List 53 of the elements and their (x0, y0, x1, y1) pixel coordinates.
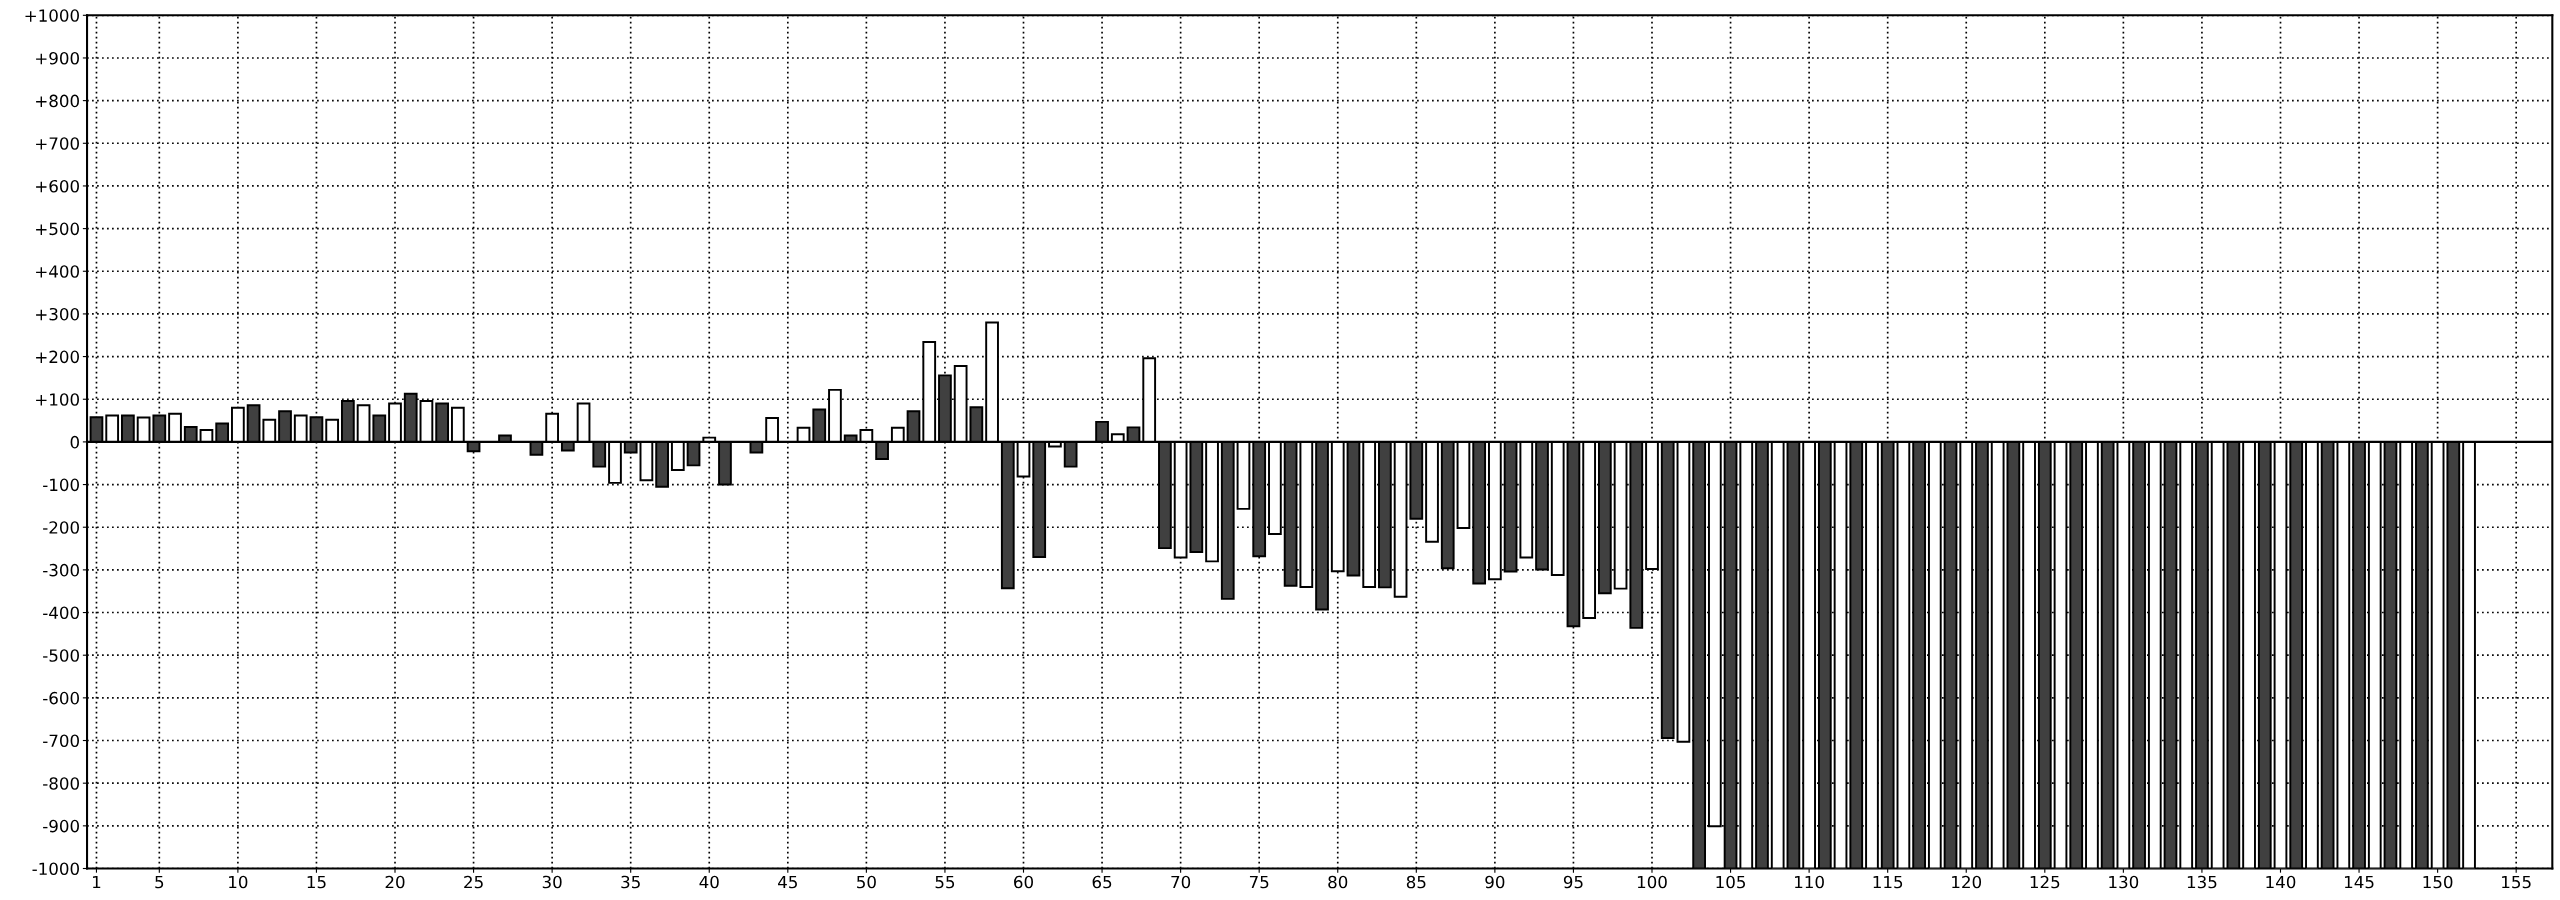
x-tick-label: 45 (778, 875, 797, 889)
y-tick-label: +300 (36, 307, 79, 321)
x-tick-label: 55 (935, 875, 955, 889)
y-tick-label: +500 (36, 222, 79, 236)
x-tick-label: 75 (1249, 875, 1269, 889)
x-tick-label: 65 (1092, 875, 1112, 889)
x-tick-label: 30 (542, 875, 562, 889)
x-tick-label: 50 (857, 875, 876, 889)
y-tick-label: 0 (70, 435, 79, 449)
y-tick-label: -100 (43, 478, 79, 492)
y-tick-label: -400 (43, 606, 79, 620)
x-tick-label: 1 (93, 875, 101, 889)
x-tick-label: 95 (1563, 875, 1583, 889)
y-tick-label: +100 (36, 393, 79, 406)
y-tick-label: -300 (43, 563, 79, 577)
x-tick-label: 140 (2266, 875, 2296, 889)
y-tick-label: +700 (36, 137, 79, 150)
x-tick-label: 25 (464, 875, 483, 889)
y-tick-label: -600 (43, 691, 79, 705)
x-tick-label: 90 (1485, 875, 1505, 889)
x-tick-label: 120 (1952, 875, 1982, 889)
y-tick-label: -1000 (32, 862, 79, 876)
x-tick-label: 80 (1328, 875, 1348, 889)
x-tick-label: 40 (699, 875, 719, 889)
x-tick-label: 85 (1406, 875, 1426, 889)
x-tick-label: 130 (2109, 875, 2139, 889)
x-tick-label: 145 (2344, 875, 2374, 889)
x-tick-label: 125 (2030, 875, 2060, 889)
x-tick-label: 150 (2423, 875, 2453, 889)
y-tick-label: +800 (36, 94, 79, 108)
x-tick-label: 110 (1795, 875, 1824, 889)
y-tick-label: -500 (43, 649, 79, 662)
x-tick-label: 105 (1716, 875, 1746, 889)
y-tick-label: +600 (36, 179, 79, 193)
y-tick-label: -900 (43, 819, 79, 833)
x-tick-label: 15 (307, 875, 326, 889)
y-tick-label: -800 (43, 777, 79, 790)
y-tick-label: +200 (36, 350, 79, 364)
y-tick-label: +900 (36, 51, 79, 65)
x-tick-label: 20 (385, 875, 405, 889)
x-tick-label: 135 (2187, 875, 2217, 889)
x-tick-label: 70 (1171, 875, 1191, 889)
y-tick-label: +1000 (25, 9, 79, 22)
x-tick-label: 10 (229, 875, 248, 889)
x-tick-label: 100 (1637, 875, 1667, 889)
y-tick-label: +400 (36, 265, 79, 278)
y-tick-label: -700 (43, 734, 79, 748)
x-tick-label: 35 (621, 875, 640, 889)
x-tick-label: 5 (155, 875, 164, 889)
y-tick-label: -200 (43, 521, 79, 534)
x-tick-label: 115 (1873, 875, 1903, 889)
x-tick-label: 155 (2502, 875, 2531, 889)
x-tick-label: 60 (1014, 875, 1033, 889)
